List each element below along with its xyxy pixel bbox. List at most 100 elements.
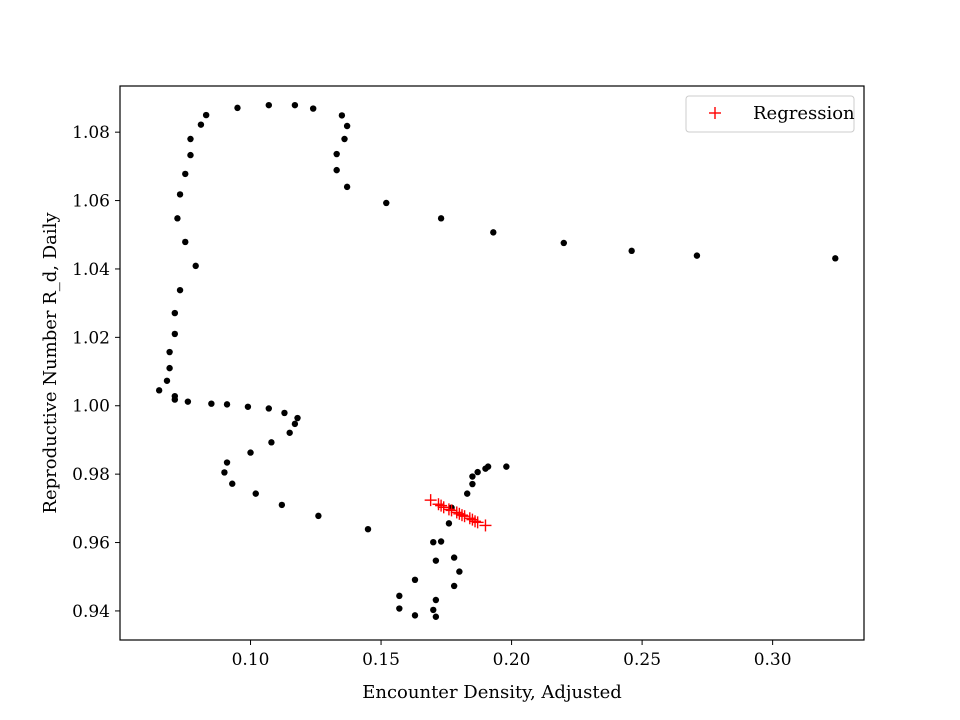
data-point <box>560 239 567 247</box>
y-tick-label: 0.98 <box>72 465 110 485</box>
data-point <box>338 112 346 119</box>
data-point <box>278 501 286 509</box>
regression-point <box>424 494 437 507</box>
data-point <box>197 121 205 128</box>
data-point <box>291 101 299 109</box>
data-point <box>469 480 476 488</box>
data-point <box>176 191 184 198</box>
legend: Regression <box>685 95 855 133</box>
data-point <box>221 469 228 476</box>
data-point <box>450 582 458 590</box>
data-point <box>291 420 299 428</box>
data-point <box>396 592 403 600</box>
data-point <box>693 252 701 259</box>
data-point <box>832 255 839 262</box>
data-point <box>469 473 476 480</box>
regression-point <box>450 506 463 519</box>
y-axis-label: Reproductive Number R_d, Daily <box>40 212 61 514</box>
data-point <box>171 309 179 317</box>
data-point <box>286 429 293 436</box>
data-point <box>268 439 275 446</box>
data-point <box>474 468 481 476</box>
y-tick-label: 0.94 <box>72 602 110 622</box>
data-point <box>432 557 440 564</box>
x-tick-label: 0.20 <box>493 650 531 670</box>
data-point <box>432 596 440 604</box>
y-tick-label: 1.04 <box>72 260 110 280</box>
regression-point <box>479 519 492 532</box>
data-point <box>464 490 471 497</box>
x-tick-label: 0.25 <box>623 650 661 670</box>
data-point <box>411 612 419 619</box>
data-point <box>456 568 463 575</box>
data-point <box>171 396 179 403</box>
data-point <box>265 405 272 412</box>
data-point <box>187 135 194 143</box>
x-tick-label: 0.10 <box>232 650 270 670</box>
plot-area <box>120 86 864 640</box>
data-points <box>155 101 839 620</box>
data-point <box>432 613 440 620</box>
regression-point <box>471 516 484 529</box>
data-point <box>343 183 351 191</box>
regression-point <box>445 504 458 517</box>
data-point <box>281 409 288 417</box>
data-point <box>628 247 635 255</box>
data-point <box>430 538 437 546</box>
regression-point <box>437 501 450 514</box>
data-point <box>315 512 322 520</box>
data-point <box>333 166 340 174</box>
data-point <box>202 111 210 119</box>
y-tick-label: 0.96 <box>72 534 110 554</box>
y-tick-label: 1.02 <box>72 328 110 348</box>
data-point <box>244 403 252 410</box>
regression-point <box>453 507 466 520</box>
data-point <box>229 480 236 487</box>
data-point <box>309 105 317 112</box>
data-point <box>163 377 171 384</box>
data-point <box>411 576 419 584</box>
data-point <box>182 170 189 178</box>
data-point <box>223 401 231 408</box>
legend-label-regression: Regression <box>753 103 855 124</box>
data-point <box>503 463 510 470</box>
x-axis: 0.10 0.15 0.20 0.25 0.30 <box>232 640 792 670</box>
regression-point <box>455 509 468 522</box>
data-point <box>192 262 199 270</box>
x-axis-label: Encounter Density, Adjusted <box>362 682 622 703</box>
data-point <box>343 122 351 130</box>
data-point <box>166 348 173 356</box>
regression-point <box>463 512 476 525</box>
regression-point <box>432 498 445 511</box>
data-point <box>437 538 445 545</box>
data-point <box>341 135 348 143</box>
x-tick-label: 0.15 <box>362 650 400 670</box>
data-point <box>182 238 189 246</box>
regression-point <box>469 515 482 528</box>
data-point <box>437 215 445 222</box>
y-tick-label: 1.00 <box>72 397 110 417</box>
legend-box <box>685 95 855 133</box>
regression-point <box>435 499 448 512</box>
data-point <box>430 606 437 614</box>
data-point <box>174 215 181 222</box>
data-point <box>252 490 259 497</box>
data-point <box>383 199 390 207</box>
data-point <box>171 330 179 338</box>
data-point <box>155 387 163 394</box>
data-point <box>176 286 184 294</box>
data-point <box>184 398 192 405</box>
regression-point <box>442 503 455 516</box>
data-point <box>445 520 453 527</box>
data-point <box>396 605 403 612</box>
y-axis: 0.94 0.96 0.98 1.00 1.02 1.04 1.06 1.08 <box>72 123 120 622</box>
y-tick-label: 1.08 <box>72 123 110 143</box>
data-point <box>166 364 173 372</box>
data-point <box>223 459 231 466</box>
data-point <box>490 229 497 236</box>
data-point <box>450 554 458 561</box>
data-point <box>234 104 241 112</box>
data-point <box>265 101 272 109</box>
data-point <box>484 463 492 470</box>
